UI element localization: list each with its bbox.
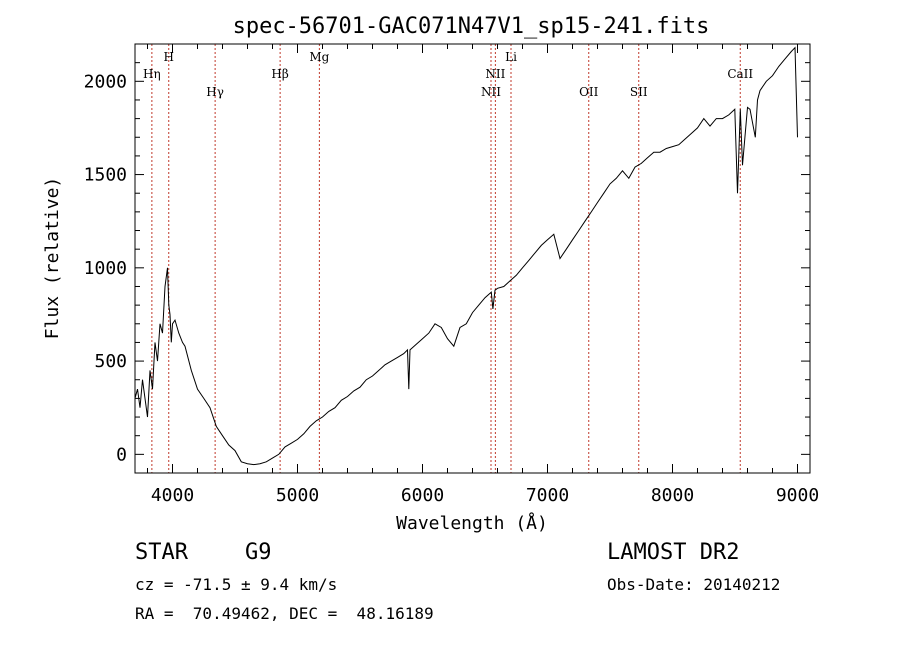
y-tick-label: 0 [116, 444, 127, 465]
x-tick-label: 7000 [526, 485, 569, 506]
line-marker-label: Li [505, 50, 517, 64]
line-marker-label: OII [579, 85, 599, 99]
y-tick-label: 500 [94, 351, 127, 372]
survey-release: LAMOST DR2 [607, 540, 740, 565]
x-tick-label: 5000 [276, 485, 319, 506]
object-subclass: G9 [245, 540, 272, 565]
y-tick-label: 1000 [84, 258, 127, 279]
x-tick-label: 4000 [151, 485, 194, 506]
x-tick-label: 9000 [776, 485, 819, 506]
line-marker-label: NII [481, 85, 501, 99]
x-tick-label: 8000 [651, 485, 694, 506]
x-axis-label: Wavelength (Å) [396, 512, 548, 534]
line-marker-label: Hβ [271, 67, 288, 81]
y-axis-label: Flux (relative) [42, 177, 63, 340]
spectrum-series-line [134, 46, 798, 466]
sky-coordinates: RA = 70.49462, DEC = 48.16189 [135, 604, 434, 623]
y-tick-label: 1500 [84, 165, 127, 186]
object-type: STAR [135, 540, 188, 565]
line-marker-label: CaII [727, 67, 753, 81]
chart-title: spec-56701-GAC071N47V1_sp15-241.fits [233, 14, 710, 39]
plot-frame [134, 43, 811, 474]
line-marker-label: NII [485, 67, 505, 81]
line-marker-label: Hγ [206, 85, 224, 99]
radial-velocity: cz = -71.5 ± 9.4 km/s [135, 575, 338, 594]
x-tick-label: 6000 [401, 485, 444, 506]
axis-ticks: 4000 5000 6000 7000 8000 9000 0 500 1000 1500 2000 [84, 43, 819, 506]
line-marker-label: H [164, 50, 174, 64]
observation-date: Obs-Date: 20140212 [607, 575, 781, 594]
line-marker-label: SII [630, 85, 648, 99]
line-marker-label: Mg [309, 50, 329, 64]
y-tick-label: 2000 [84, 71, 127, 92]
line-marker-label: Hη [143, 67, 161, 81]
